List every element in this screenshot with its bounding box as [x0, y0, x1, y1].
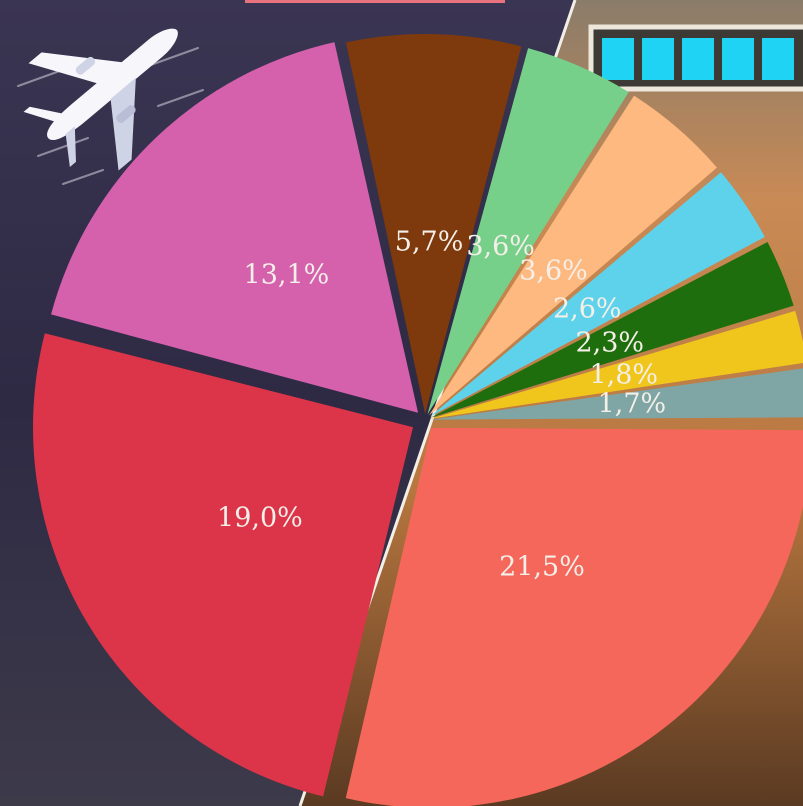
pie-slice [427, 48, 629, 415]
pie-slice [430, 310, 803, 419]
top-accent [245, 0, 505, 3]
pie-slice [345, 34, 522, 415]
pie-slice [345, 427, 803, 806]
slice-label: 1,8% [589, 359, 658, 390]
slice-label: 21,5% [499, 551, 585, 582]
slice-label: 19,0% [217, 503, 303, 534]
pie-slice [430, 368, 803, 420]
slice-label: 2,6% [553, 294, 622, 325]
pie-slice [428, 95, 717, 416]
pie-slice [32, 333, 413, 797]
slice-label: 13,1% [244, 259, 330, 290]
slice-label: 3,6% [519, 256, 588, 287]
slice-label: 3,6% [466, 231, 535, 262]
pie-slice [429, 172, 765, 417]
slice-label: 1,7% [598, 389, 667, 420]
slice-label: 5,7% [395, 227, 464, 258]
airplane-icon [17, 28, 204, 185]
slice-label: 2,3% [575, 328, 644, 359]
pie-slice [430, 242, 794, 418]
pie-slice [51, 42, 419, 413]
battery-icon [588, 24, 803, 92]
